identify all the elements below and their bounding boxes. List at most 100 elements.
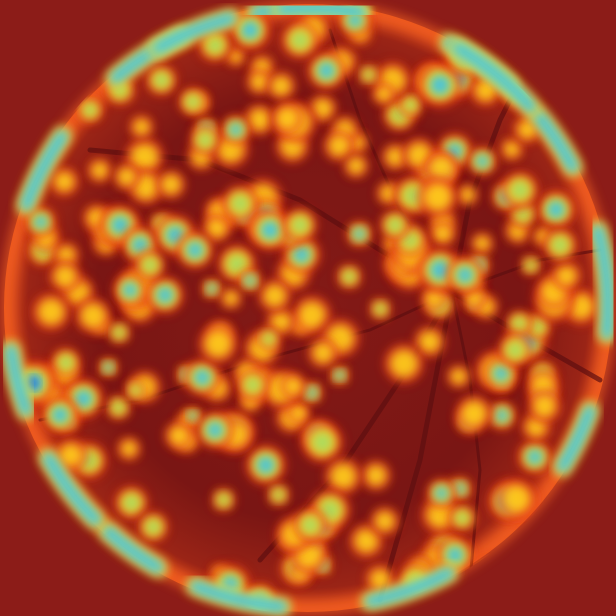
- heat-spot: [369, 298, 391, 320]
- heat-spot: [238, 269, 262, 292]
- rim-heat-arc: [154, 14, 235, 53]
- heat-spot: [117, 436, 141, 461]
- heat-spot: [447, 365, 471, 388]
- rim-heat-arc: [22, 131, 67, 210]
- heat-spot: [471, 232, 494, 255]
- heat-spot: [114, 486, 149, 520]
- heat-spot: [455, 394, 493, 432]
- heat-spot: [361, 460, 391, 491]
- heat-spot: [330, 365, 350, 385]
- heat-spot: [446, 256, 484, 294]
- heat-spot: [417, 62, 463, 108]
- heat-spot: [49, 260, 82, 293]
- rim-heat-arc: [191, 582, 286, 611]
- heat-spot: [487, 400, 517, 431]
- heat-spot: [211, 488, 236, 512]
- heat-spot: [397, 92, 424, 118]
- heat-spot: [49, 167, 79, 196]
- heat-spot: [536, 189, 576, 230]
- heat-spot: [426, 478, 457, 508]
- heat-spot: [282, 235, 321, 274]
- heat-spot: [243, 103, 276, 136]
- rim-heat-arc: [558, 406, 594, 471]
- heat-spot: [266, 71, 296, 101]
- rim-heat-arc: [366, 568, 453, 606]
- heat-spot: [113, 163, 140, 191]
- heat-spot: [183, 407, 203, 427]
- heat-spot: [221, 185, 259, 222]
- heat-spot: [183, 358, 221, 397]
- rim-heat-arc: [593, 226, 613, 339]
- heat-spot: [337, 264, 362, 289]
- heat-spot: [501, 171, 539, 209]
- heat-spot: [258, 279, 291, 312]
- rim-heat-arc: [6, 345, 31, 415]
- heat-spot: [424, 150, 459, 186]
- heat-spot: [236, 368, 269, 401]
- heat-spot: [467, 146, 497, 176]
- rim-heat-arc: [103, 526, 162, 572]
- heat-spot: [542, 227, 578, 263]
- heat-spot: [417, 176, 458, 218]
- heat-spot: [112, 272, 148, 308]
- heat-spot: [346, 221, 373, 247]
- heat-spot: [365, 564, 395, 594]
- heat-spot: [324, 457, 362, 495]
- heat-spot: [267, 483, 290, 506]
- heat-spot: [197, 27, 233, 63]
- heat-spot: [134, 249, 166, 281]
- heat-spot: [246, 68, 273, 95]
- heat-spot: [447, 476, 472, 501]
- heat-spot: [307, 51, 346, 90]
- rim-heat-arc: [533, 111, 577, 172]
- heat-spot: [520, 255, 541, 276]
- heat-spot: [527, 389, 561, 423]
- heat-spot: [286, 400, 310, 425]
- heat-spot: [282, 207, 318, 243]
- heat-spot: [500, 137, 524, 161]
- rim-heat-arc: [44, 454, 100, 525]
- heat-spot: [32, 292, 71, 331]
- heat-spot: [98, 357, 119, 378]
- heat-spot: [383, 343, 424, 384]
- heat-spot: [121, 226, 159, 264]
- heat-spot: [189, 124, 221, 156]
- heat-spot: [202, 278, 222, 299]
- heat-spot: [220, 287, 242, 309]
- heat-spot: [497, 332, 533, 368]
- heat-spot: [156, 170, 186, 199]
- heat-spot: [76, 96, 104, 124]
- heat-spot: [308, 338, 338, 368]
- heat-spot: [281, 21, 319, 59]
- heat-spot: [176, 231, 214, 269]
- heat-spot: [249, 209, 291, 251]
- rim-heat-arc: [277, 3, 365, 17]
- heat-spot: [292, 295, 332, 335]
- heat-spot: [257, 327, 281, 351]
- heat-spot: [178, 87, 207, 116]
- heat-spot: [138, 511, 169, 542]
- heat-spot: [25, 206, 57, 238]
- heat-spot: [198, 324, 238, 364]
- heat-spot: [382, 143, 409, 171]
- heat-spot: [448, 504, 476, 532]
- heat-spot: [343, 153, 369, 179]
- heat-spot: [496, 478, 537, 519]
- heat-spot: [106, 395, 131, 420]
- heat-spot: [506, 310, 533, 337]
- heat-spot: [517, 439, 553, 475]
- heat-spot: [145, 64, 177, 96]
- rim-heat-arc: [454, 44, 535, 112]
- heat-spot: [429, 220, 456, 247]
- heat-spot: [202, 213, 231, 243]
- heat-spot: [292, 507, 328, 543]
- heat-spot: [196, 411, 234, 449]
- heat-spot: [370, 506, 399, 536]
- heatmap-overlay: [10, 2, 599, 614]
- heat-spot: [379, 209, 411, 241]
- heat-spot: [456, 184, 478, 206]
- heat-spot: [51, 347, 81, 378]
- heat-spot: [108, 321, 131, 344]
